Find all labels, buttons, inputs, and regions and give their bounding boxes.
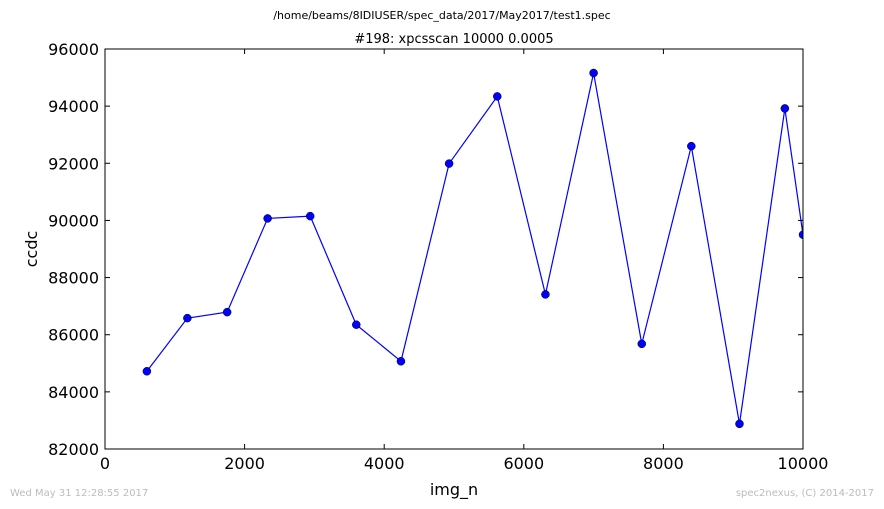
x-tick-label: 6000 [503, 454, 544, 473]
data-point [444, 159, 454, 168]
plot-series-area [142, 68, 803, 429]
data-point [396, 357, 406, 366]
y-tick-label: 86000 [48, 326, 99, 345]
x-axis: 0 2000 4000 6000 8000 10000 [100, 49, 829, 473]
timestamp-text: Wed May 31 12:28:55 2017 [10, 488, 149, 499]
y-axis: 82000 84000 86000 88000 90000 92000 94000 96000 [48, 40, 803, 459]
y-tick-label: 88000 [48, 269, 99, 288]
y-tick-label: 90000 [48, 211, 99, 230]
series-line [146, 72, 803, 424]
data-point [735, 419, 744, 429]
data-point [589, 68, 598, 78]
data-point [142, 367, 152, 376]
data-point [780, 104, 790, 113]
y-tick-label: 94000 [48, 97, 99, 116]
data-point [222, 307, 232, 317]
x-tick-label: 0 [100, 454, 110, 473]
x-tick-label: 4000 [364, 454, 405, 473]
credit-text: spec2nexus, (C) 2014-2017 [735, 488, 874, 499]
plot-frame [104, 48, 804, 450]
data-point [687, 141, 696, 151]
y-tick-label: 92000 [48, 154, 99, 173]
data-point [263, 214, 272, 223]
data-point [541, 290, 550, 299]
data-point [798, 230, 803, 239]
x-axis-label: img_n [430, 480, 478, 500]
x-tick-label: 2000 [224, 454, 265, 473]
data-point [637, 339, 647, 349]
y-tick-label: 96000 [48, 40, 99, 59]
data-point [305, 211, 315, 221]
x-tick-label: 8000 [643, 454, 684, 473]
data-point [352, 320, 361, 329]
chart-title: #198: xpcsscan 10000 0.0005 [354, 32, 553, 47]
y-tick-label: 82000 [48, 440, 99, 459]
data-point [493, 92, 502, 101]
figure-suptitle: /home/beams/8IDIUSER/spec_data/2017/May2… [273, 9, 611, 22]
y-tick-label: 84000 [48, 383, 99, 402]
data-point [183, 313, 192, 323]
x-tick-label: 10000 [778, 454, 829, 473]
y-axis-label: ccdc [22, 231, 41, 268]
